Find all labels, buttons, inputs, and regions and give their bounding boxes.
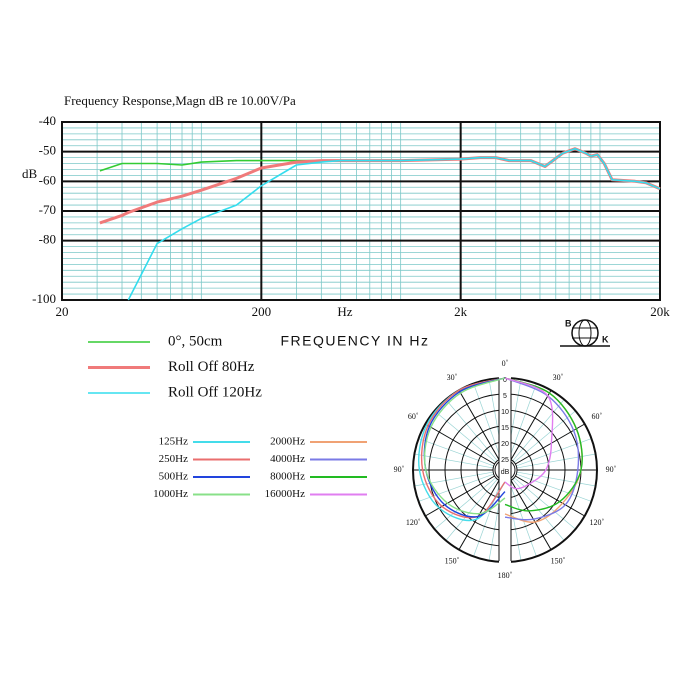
legend-label: 16000Hz bbox=[265, 488, 305, 500]
y-tick-label: -100 bbox=[32, 291, 56, 306]
minor-grid-line bbox=[516, 473, 592, 502]
r-tick-label: 15 bbox=[501, 425, 509, 432]
legend-label: Roll Off 80Hz bbox=[168, 359, 255, 375]
minor-grid-line bbox=[473, 383, 502, 459]
angle-label: 60˚ bbox=[591, 412, 602, 421]
angle-label: 120˚ bbox=[406, 518, 421, 527]
minor-grid-line bbox=[445, 478, 498, 541]
x-tick-label: 200 bbox=[252, 304, 272, 319]
legend-label: 8000Hz bbox=[270, 471, 305, 483]
polar-curve bbox=[504, 377, 583, 512]
minor-grid-line bbox=[414, 471, 494, 487]
legend-label: 2000Hz bbox=[270, 436, 305, 448]
minor-grid-line bbox=[418, 438, 494, 467]
r-tick-label: 20 bbox=[501, 441, 509, 448]
legend-label: 1000Hz bbox=[153, 488, 188, 500]
minor-grid-line bbox=[434, 477, 497, 530]
angle-label: 150˚ bbox=[445, 557, 460, 566]
angle-label: 90˚ bbox=[394, 465, 405, 474]
y-tick-label: -50 bbox=[39, 143, 56, 158]
r-tick-label: 25 bbox=[501, 457, 509, 464]
angle-label: 0˚ bbox=[502, 359, 509, 368]
minor-grid-line bbox=[516, 438, 592, 467]
logo-letter: K bbox=[602, 334, 609, 344]
minor-grid-line bbox=[414, 453, 494, 469]
angle-label: 150˚ bbox=[551, 557, 566, 566]
polar-curve bbox=[504, 377, 554, 490]
r-unit-label: dB bbox=[501, 469, 510, 476]
x-axis-label: FREQUENCY IN Hz bbox=[280, 333, 429, 349]
minor-grid-line bbox=[418, 473, 494, 502]
legend-label: 500Hz bbox=[159, 471, 188, 483]
angle-label: 90˚ bbox=[606, 465, 617, 474]
angle-label: 30˚ bbox=[447, 373, 458, 382]
chart-title: Frequency Response,Magn dB re 10.00V/Pa bbox=[64, 93, 296, 108]
minor-grid-line bbox=[508, 481, 537, 557]
grid-line bbox=[510, 480, 552, 550]
y-tick-label: -60 bbox=[39, 172, 56, 187]
legend-label: 125Hz bbox=[159, 436, 188, 448]
x-tick-label: 20k bbox=[650, 304, 670, 319]
y-axis-label: dB bbox=[22, 166, 38, 181]
grid-line bbox=[510, 390, 552, 460]
angle-label: 30˚ bbox=[553, 373, 564, 382]
angle-label: 120˚ bbox=[589, 518, 604, 527]
x-unit-label: Hz bbox=[337, 304, 352, 319]
grid-line bbox=[515, 475, 585, 517]
logo: B K bbox=[560, 318, 610, 347]
legend-label: Roll Off 120Hz bbox=[168, 384, 262, 400]
grid-line bbox=[425, 475, 495, 517]
r-tick-label: 10 bbox=[501, 409, 509, 416]
grid-line bbox=[458, 390, 500, 460]
angle-label: 60˚ bbox=[408, 412, 419, 421]
grid-line bbox=[425, 423, 495, 465]
legend-label: 250Hz bbox=[159, 453, 188, 465]
polar-curve bbox=[423, 377, 506, 515]
x-tick-label: 20 bbox=[56, 304, 69, 319]
legend-label: 4000Hz bbox=[270, 453, 305, 465]
y-tick-label: -80 bbox=[39, 232, 56, 247]
minor-grid-line bbox=[445, 399, 498, 462]
angle-label: 180˚ bbox=[498, 571, 513, 580]
plot-frame bbox=[61, 121, 661, 301]
r-tick-label: 0 bbox=[503, 377, 507, 384]
minor-grid-line bbox=[516, 471, 596, 487]
grid-line bbox=[458, 480, 500, 550]
minor-grid-line bbox=[513, 410, 576, 463]
minor-grid-line bbox=[434, 410, 497, 463]
r-tick-label: 5 bbox=[503, 393, 507, 400]
y-tick-label: -40 bbox=[39, 113, 56, 128]
y-tick-label: -70 bbox=[39, 202, 56, 217]
minor-grid-line bbox=[512, 399, 565, 462]
series-line bbox=[127, 147, 661, 301]
minor-grid-line bbox=[508, 383, 537, 459]
minor-grid-line bbox=[473, 481, 502, 557]
logo-letter: B bbox=[565, 318, 572, 328]
legend-label: 0°, 50cm bbox=[168, 333, 223, 349]
x-tick-label: 2k bbox=[454, 304, 468, 319]
